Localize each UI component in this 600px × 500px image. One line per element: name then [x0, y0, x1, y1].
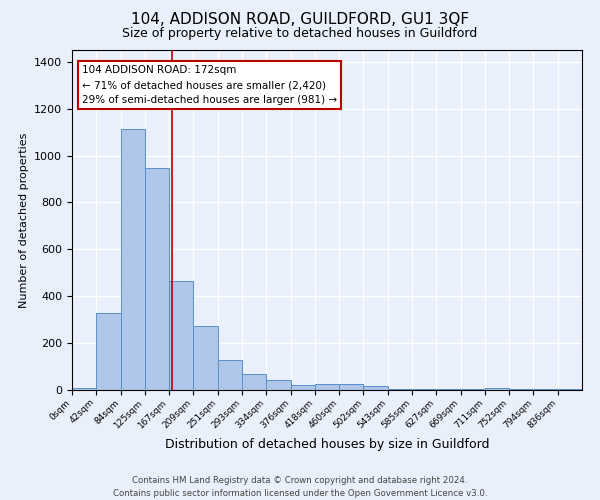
Bar: [388, 389, 412, 390]
Y-axis label: Number of detached properties: Number of detached properties: [19, 132, 29, 308]
Bar: [461, 389, 485, 390]
Bar: [485, 388, 509, 390]
Text: 104 ADDISON ROAD: 172sqm
← 71% of detached houses are smaller (2,420)
29% of sem: 104 ADDISON ROAD: 172sqm ← 71% of detach…: [82, 66, 337, 105]
Bar: [242, 374, 266, 390]
Bar: [412, 389, 436, 390]
Bar: [266, 380, 290, 390]
Text: 104, ADDISON ROAD, GUILDFORD, GU1 3QF: 104, ADDISON ROAD, GUILDFORD, GU1 3QF: [131, 12, 469, 28]
Bar: [218, 360, 242, 390]
Bar: [169, 281, 193, 390]
Text: Size of property relative to detached houses in Guildford: Size of property relative to detached ho…: [122, 28, 478, 40]
Bar: [436, 389, 461, 390]
Bar: [364, 386, 388, 390]
Bar: [96, 313, 121, 390]
Text: Contains HM Land Registry data © Crown copyright and database right 2024.
Contai: Contains HM Land Registry data © Crown c…: [113, 476, 487, 498]
Bar: [315, 384, 339, 390]
Bar: [193, 326, 218, 390]
Bar: [290, 386, 315, 390]
Bar: [145, 168, 169, 390]
Bar: [121, 129, 145, 390]
X-axis label: Distribution of detached houses by size in Guildford: Distribution of detached houses by size …: [165, 438, 489, 451]
Bar: [339, 384, 364, 390]
Bar: [72, 388, 96, 390]
